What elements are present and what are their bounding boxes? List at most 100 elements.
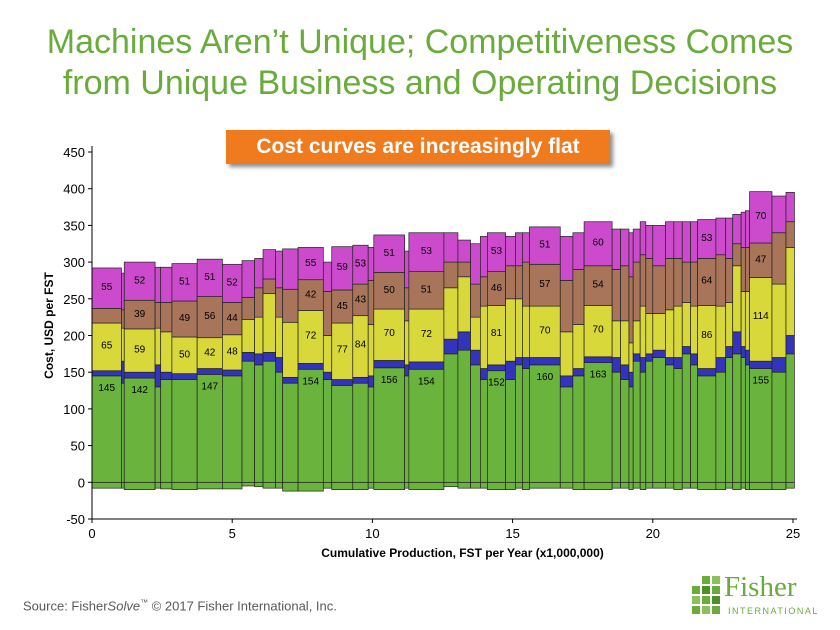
bar-22-negative — [457, 481, 471, 489]
bar-9-seg-4 — [254, 258, 264, 289]
bar-38-negative — [645, 481, 654, 489]
bar-22-seg-0 — [457, 349, 471, 483]
bar-35-seg-1 — [628, 371, 634, 388]
bar-43-seg-0 — [690, 364, 699, 483]
bar-46-seg-3 — [725, 258, 734, 303]
bar-9-negative — [254, 481, 264, 488]
bar-37-seg-4 — [639, 221, 647, 256]
bar-49-seg-3 — [744, 247, 750, 292]
bar-2-seg-1 — [123, 371, 156, 379]
bar-29-seg-1 — [529, 357, 561, 366]
bar-40-seg-0 — [665, 364, 675, 483]
bar-0-seg-0 — [91, 375, 122, 483]
bar-37-seg-3 — [639, 254, 647, 307]
bar-14-seg-0 — [322, 379, 333, 483]
bar-2-label-0: 142 — [131, 385, 148, 396]
bar-29-label-4: 51 — [539, 240, 551, 251]
bar-14-seg-1 — [322, 371, 333, 380]
bar-25-seg-1 — [487, 364, 506, 372]
bar-19-seg-4 — [404, 250, 410, 289]
bar-21-seg-2 — [443, 287, 459, 340]
bar-39-negative — [652, 481, 666, 489]
bar-27-negative — [515, 481, 523, 489]
bar-0-label-2: 65 — [101, 340, 113, 351]
bar-43-negative — [690, 481, 699, 489]
bar-30-negative — [559, 481, 574, 489]
bar-5-label-4: 51 — [179, 276, 191, 287]
bar-20-seg-4 — [408, 232, 445, 272]
bar-30-seg-1 — [559, 375, 574, 388]
y-axis-title: Cost, USD per FST — [42, 271, 56, 378]
bar-23-seg-3 — [470, 283, 481, 318]
bar-28-seg-3 — [522, 261, 530, 307]
bar-23-seg-1 — [470, 349, 481, 366]
bar-50-negative — [749, 481, 773, 490]
bar-40-seg-1 — [665, 357, 675, 366]
bar-33-seg-2 — [611, 320, 621, 358]
bar-3-seg-4 — [154, 266, 162, 303]
bar-24-seg-4 — [480, 236, 488, 278]
bar-33-seg-1 — [611, 357, 621, 373]
bar-4-seg-3 — [160, 302, 173, 333]
bar-40-seg-2 — [665, 309, 675, 358]
bar-29-label-0: 160 — [537, 372, 554, 383]
bar-34-seg-0 — [620, 379, 630, 483]
y-tick-label-200: 200 — [63, 329, 85, 344]
bar-13-label-4: 55 — [305, 258, 317, 269]
fisher-logo-icon — [692, 576, 720, 614]
bar-28-seg-1 — [522, 357, 530, 369]
bar-25-label-2: 81 — [491, 328, 503, 339]
bar-37-negative — [639, 481, 647, 490]
source-prefix: Source: Fisher — [23, 598, 108, 614]
bar-20-label-3: 51 — [421, 284, 433, 295]
bar-47-seg-0 — [732, 353, 742, 483]
bar-8-seg-3 — [241, 296, 255, 320]
bar-29-label-2: 70 — [539, 325, 551, 336]
bar-18-seg-0 — [373, 367, 405, 483]
bar-16-label-4: 53 — [355, 259, 367, 270]
bar-50-label-4: 70 — [755, 211, 767, 222]
source-suffix: © 2017 Fisher International, Inc. — [148, 598, 337, 614]
bar-10-seg-4 — [262, 249, 277, 280]
bar-0-seg-3 — [91, 307, 122, 324]
bar-11-seg-4 — [275, 250, 284, 289]
x-tick-label-5: 5 — [229, 526, 236, 541]
bar-38-seg-2 — [645, 313, 654, 355]
bar-45-seg-4 — [715, 217, 727, 256]
bar-3-seg-2 — [154, 327, 162, 366]
bar-31-seg-2 — [572, 324, 585, 369]
bar-14-negative — [322, 481, 333, 489]
bar-42-seg-2 — [681, 302, 692, 347]
bar-47-negative — [732, 481, 742, 490]
bar-43-seg-2 — [690, 305, 699, 355]
bar-0-label-4: 55 — [101, 282, 113, 293]
bar-39-seg-1 — [652, 349, 666, 358]
bar-3-seg-0 — [154, 386, 162, 483]
bar-2-label-2: 59 — [134, 344, 146, 355]
bar-44-seg-1 — [697, 368, 717, 377]
bar-35-seg-4 — [628, 232, 634, 278]
bar-29-seg-2 — [529, 305, 561, 358]
bar-49-seg-1 — [744, 349, 750, 366]
bar-45-seg-2 — [715, 305, 727, 358]
bar-46-seg-0 — [725, 357, 734, 483]
y-tick-label-350: 350 — [63, 218, 85, 233]
bar-31-seg-0 — [572, 375, 585, 483]
bar-22-seg-1 — [457, 331, 471, 351]
bar-51-seg-1 — [771, 357, 787, 373]
bar-34-negative — [620, 481, 630, 489]
bar-36-seg-4 — [632, 228, 641, 263]
bar-50-seg-1 — [749, 360, 773, 369]
bar-4-seg-4 — [160, 266, 173, 303]
bar-51-seg-3 — [771, 232, 787, 285]
bar-7-negative — [222, 481, 243, 490]
bar-36-seg-1 — [632, 353, 641, 362]
bar-13-seg-0 — [297, 368, 324, 483]
bar-1-seg-4 — [121, 272, 125, 311]
bar-51-seg-4 — [771, 195, 787, 234]
bar-13-seg-3 — [297, 279, 324, 311]
bar-51-seg-2 — [771, 283, 787, 358]
bar-32-label-0: 163 — [590, 370, 607, 381]
bar-4-seg-2 — [160, 331, 173, 373]
bar-40-negative — [665, 481, 675, 489]
